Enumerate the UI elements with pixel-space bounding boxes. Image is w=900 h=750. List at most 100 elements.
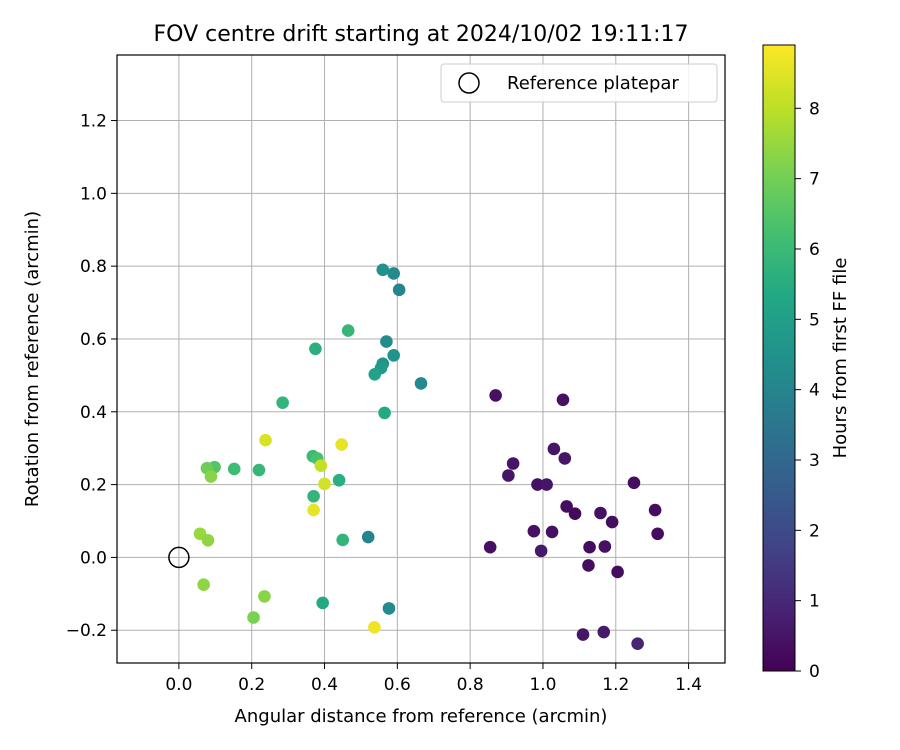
y-tick-label: −0.2 (66, 621, 107, 641)
y-tick-label: 0.4 (80, 403, 107, 423)
data-point (598, 540, 612, 553)
data-point (582, 559, 595, 572)
data-point (307, 503, 320, 517)
y-axis-ticks: −0.2 0.0 0.2 0.4 0.6 0.8 1.0 1.2 (66, 112, 117, 641)
data-point (316, 596, 330, 610)
data-point (527, 524, 541, 538)
data-point (309, 342, 322, 356)
y-tick-label: 0.6 (80, 330, 107, 350)
x-tick-label: 0.8 (457, 675, 484, 695)
data-point (387, 349, 400, 362)
grid (117, 55, 725, 663)
data-point (506, 457, 520, 470)
data-point (392, 283, 406, 297)
x-tick-label: 1.0 (529, 675, 556, 695)
data-point (502, 469, 515, 482)
data-point (560, 500, 573, 513)
data-point (534, 544, 548, 558)
data-point (605, 515, 619, 529)
y-tick-label: 0.8 (80, 257, 107, 277)
data-point (540, 478, 553, 491)
y-tick-label: 0.0 (80, 548, 107, 568)
data-point (382, 602, 396, 615)
legend-marker (458, 72, 480, 94)
data-point (576, 628, 590, 641)
data-point (531, 478, 544, 491)
colorbar-tick-label: 8 (809, 99, 820, 119)
colorbar-gradient (762, 44, 796, 672)
data-point (597, 625, 611, 639)
data-point (332, 473, 346, 487)
data-point (631, 637, 644, 651)
colorbar-tick-label: 7 (809, 170, 820, 190)
reference-point (168, 546, 190, 569)
data-point (611, 565, 624, 579)
legend-box (440, 63, 718, 103)
data-point (314, 459, 328, 472)
data-point (545, 525, 559, 539)
colorbar-tick-label: 3 (809, 451, 820, 471)
x-axis-ticks: 0.0 0.2 0.4 0.6 0.8 1.0 1.2 1.4 (165, 663, 702, 695)
data-point (197, 578, 210, 592)
colorbar-tick-label: 6 (809, 240, 820, 260)
colorbar-tick-label: 5 (809, 310, 820, 330)
reference-marker (168, 546, 190, 569)
data-point (489, 389, 502, 402)
data-point (378, 406, 391, 420)
x-tick-label: 0.0 (165, 675, 192, 695)
data-point (483, 540, 497, 554)
data-point (368, 621, 381, 634)
y-tick-label: 1.0 (80, 184, 107, 204)
x-tick-label: 1.4 (675, 675, 702, 695)
y-tick-label: 0.2 (80, 476, 107, 496)
data-point (414, 377, 428, 390)
data-point (556, 393, 570, 407)
data-point (568, 507, 582, 521)
data-point (318, 477, 331, 491)
chart-title: FOV centre drift starting at 2024/10/02 … (154, 22, 689, 47)
x-axis-label: Angular distance from reference (arcmin) (235, 706, 608, 727)
colorbar-tick-label: 4 (809, 381, 820, 401)
data-point (307, 489, 320, 503)
data-point (361, 530, 375, 544)
data-point (336, 533, 350, 547)
legend: Reference platepar (440, 63, 718, 103)
colorbar-tick-label: 1 (809, 592, 820, 612)
y-tick-label: 1.2 (80, 112, 107, 132)
data-point (648, 503, 662, 517)
data-point (247, 611, 260, 624)
data-point (368, 367, 382, 381)
data-point (227, 462, 241, 476)
x-tick-label: 1.2 (602, 675, 629, 695)
legend-label: Reference platepar (507, 73, 679, 94)
x-tick-label: 0.4 (311, 675, 338, 695)
data-point (259, 433, 272, 447)
data-point (594, 506, 607, 520)
colorbar-ticks: 0 1 2 3 4 5 6 7 8 (795, 99, 820, 682)
data-points (193, 263, 664, 651)
data-point (380, 335, 393, 348)
data-point (627, 476, 641, 490)
data-point (387, 267, 400, 280)
data-point (341, 324, 355, 337)
data-point (547, 442, 561, 456)
colorbar-tick-label: 0 (809, 662, 820, 682)
x-tick-label: 0.6 (384, 675, 411, 695)
plot-frame (116, 54, 726, 664)
data-point (276, 396, 289, 409)
colorbar-tick-label: 2 (809, 521, 820, 541)
data-point (583, 540, 596, 554)
data-point (201, 534, 215, 547)
x-tick-label: 0.2 (238, 675, 265, 695)
data-point (376, 263, 390, 277)
colorbar: 0 1 2 3 4 5 6 7 8 Hours from first FF file (762, 44, 851, 682)
data-point (258, 590, 271, 603)
data-point (558, 452, 572, 465)
data-point (204, 470, 218, 483)
data-point (335, 438, 348, 451)
y-axis-label: Rotation from reference (arcmin) (22, 211, 43, 507)
colorbar-label: Hours from first FF file (830, 258, 851, 459)
data-point (651, 527, 664, 541)
data-point (252, 463, 266, 477)
